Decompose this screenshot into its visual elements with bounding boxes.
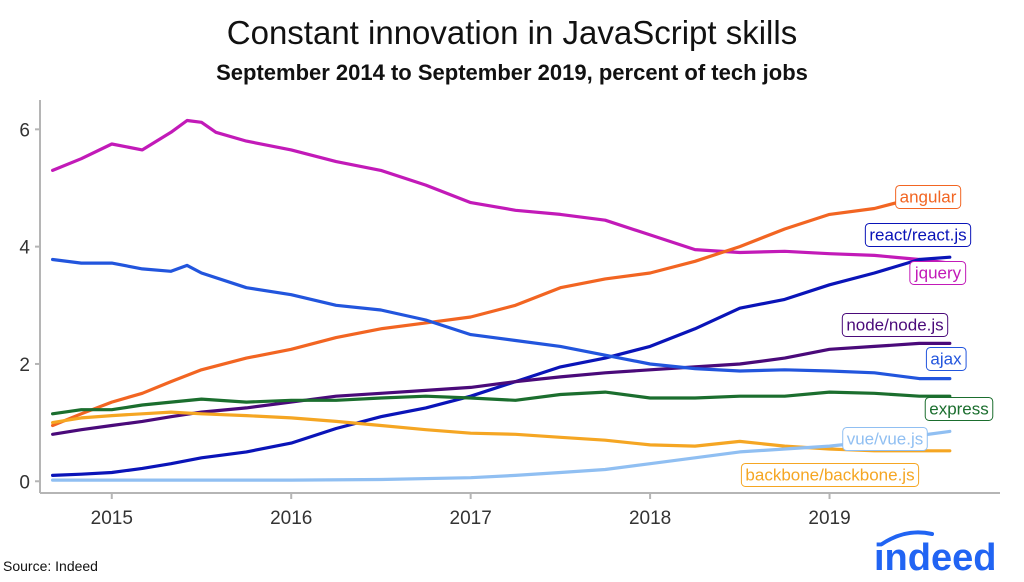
series-label-express: express [924,396,994,421]
series-label-node-node-js: node/node.js [841,312,949,337]
y-tick-label: 4 [19,238,30,259]
series-line-jquery [50,118,952,265]
series-line-ajax [50,257,952,381]
series-label-box [895,184,962,209]
x-tick-label: 2018 [629,508,671,529]
series-line-node-node-js [50,341,952,436]
x-tick-label: 2019 [808,508,850,529]
x-tick-label: 2015 [91,508,133,529]
series-label-ajax: ajax [925,346,967,371]
series-label-text: vue/vue.js [847,429,924,448]
series-label-box [740,462,920,487]
series-label-backbone-backbone-js: backbone/backbone.js [740,462,920,487]
x-tick-label: 2017 [450,508,492,529]
series-label-box [841,312,949,337]
series-label-react-react-js: react/react.js [864,222,972,247]
series-line-angular [50,189,952,428]
series-label-text: express [929,399,989,418]
y-tick-label: 0 [19,472,30,493]
series-label-box [842,426,928,451]
series-label-jquery: jquery [909,260,967,285]
y-tick-label: 2 [19,355,30,376]
series-lines [50,118,952,482]
series-label-box [909,260,967,285]
axes: 0 2 4 6 2015 2016 2017 2018 2019 [19,100,1000,529]
series-label-text: backbone/backbone.js [745,465,914,484]
series-labels: jquery angular react/react.js node/node.js a… [740,184,994,487]
series-label-box [924,396,994,421]
series-line-express [50,390,952,416]
logo-text: indeed [874,537,996,576]
series-label-vue-vue-js: vue/vue.js [842,426,928,451]
series-label-text: jquery [914,263,962,282]
series-label-text: angular [900,187,957,206]
series-label-text: ajax [930,349,962,368]
series-line-react-react-js [50,255,952,477]
x-tick-label: 2016 [270,508,312,529]
series-label-box [864,222,972,247]
chart-title: Constant innovation in JavaScript skills [226,14,798,51]
source-note: Source: Indeed [3,558,98,574]
y-tick-label: 6 [19,120,30,141]
indeed-logo: indeed [874,530,996,576]
series-line-backbone-backbone-js [50,410,952,453]
series-label-text: react/react.js [869,225,966,244]
chart-subtitle: September 2014 to September 2019, percen… [216,60,808,85]
series-label-text: node/node.js [846,315,943,334]
logo-arc [880,530,934,546]
series-label-box [925,346,967,371]
series-label-angular: angular [895,184,962,209]
